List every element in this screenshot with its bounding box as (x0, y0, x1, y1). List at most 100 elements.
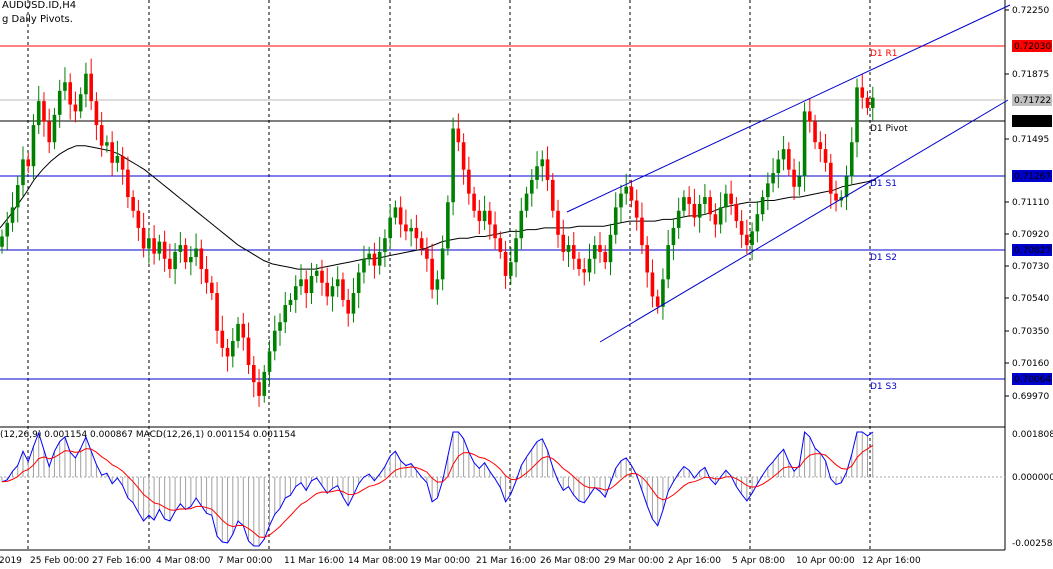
candle-body (0, 236, 4, 247)
candle-body (63, 82, 67, 91)
candle-body (708, 197, 712, 215)
candle-body (729, 193, 733, 204)
trend-channel (566, 4, 1011, 343)
time-tick-label: 29 Mar 00:00 (604, 556, 664, 566)
candle-body (152, 238, 156, 254)
candle-body (246, 337, 251, 366)
channel-lower-line (599, 99, 1009, 343)
candle-body (666, 245, 670, 280)
candle-body (425, 248, 429, 259)
candle-body (351, 293, 356, 314)
candle-body (21, 159, 25, 186)
candle-body (488, 210, 492, 225)
time-tick-label: 21 Mar 16:00 (476, 556, 536, 566)
candle-body (645, 245, 649, 273)
candle-body (147, 238, 151, 249)
level-label-s2: D1 S2 (870, 253, 897, 263)
candle-body (435, 279, 440, 290)
price-tick-label: 0.70730 (1012, 262, 1049, 272)
price-tick-label: 0.69970 (1012, 392, 1049, 402)
candle-body (661, 279, 665, 307)
candle-body (755, 214, 760, 232)
candle-body (414, 227, 419, 239)
current-price-box (1012, 94, 1052, 106)
candle-body (377, 251, 382, 266)
candle-body (844, 176, 849, 198)
candle-body (367, 253, 371, 259)
candle-body (131, 197, 135, 211)
candle-body (126, 169, 130, 198)
candle-body (550, 179, 555, 211)
time-tick-label: 14 Mar 08:00 (348, 556, 408, 566)
candle-body (15, 185, 20, 208)
candle-body (304, 279, 309, 294)
candle-body (477, 210, 482, 222)
candle-body (718, 207, 723, 225)
time-axis: 2019 25 Feb 00:00 27 Feb 16:00 4 Mar 08:00 7… (0, 556, 921, 566)
level-price-box (1012, 115, 1052, 127)
price-tick-label: 0.72250 (1012, 6, 1049, 16)
candle-body (855, 87, 859, 143)
candle-body (724, 193, 728, 208)
candle-body (566, 245, 571, 252)
candle-body (231, 341, 235, 357)
candle-body (278, 322, 282, 331)
candle-body (676, 210, 681, 228)
macd-tick-label: 0.000000 (1012, 473, 1053, 483)
time-tick-label: 7 Mar 00:00 (218, 556, 273, 566)
candle-body (577, 258, 581, 270)
candle-body (335, 279, 340, 287)
candle-body (692, 203, 697, 218)
candle-body (383, 238, 387, 252)
candle-body (31, 125, 36, 167)
candle-body (210, 282, 214, 294)
level-label-s3: D1 S3 (870, 382, 897, 392)
time-tick-label: 4 Mar 08:00 (156, 556, 211, 566)
pivot-levels: D1 R1 D1 Pivot D1 S1 D1 S2 D1 S3 (0, 45, 1005, 392)
candle-body (498, 238, 503, 252)
macd-label: (12,26,9) 0.001154 0.000867 MACD(12,26,1… (0, 430, 296, 440)
time-tick-label: 10 Apr 00:00 (796, 556, 855, 566)
level-price-box (1012, 373, 1052, 385)
candle-body (299, 279, 303, 287)
candle-body (136, 210, 141, 228)
price-tick-label: 0.70350 (1012, 327, 1049, 337)
price-tick-label: 0.71875 (1012, 70, 1049, 80)
candle-body (440, 248, 445, 280)
candle-body (571, 245, 576, 259)
candle-body (320, 270, 324, 283)
candle-body (760, 197, 765, 215)
candle-body (608, 234, 613, 263)
candle-body (467, 169, 471, 194)
candle-body (451, 128, 455, 203)
candle-body (5, 222, 10, 237)
level-price-box (1012, 40, 1052, 52)
candle-body (640, 217, 644, 246)
candle-body (697, 203, 702, 218)
candle-body (592, 245, 597, 259)
candle-body (818, 142, 823, 150)
candle-body (634, 200, 639, 218)
candle-body (120, 155, 125, 170)
candle-body (482, 210, 487, 222)
candle-body (57, 90, 62, 115)
candle-body (787, 149, 791, 170)
candle-body (461, 142, 466, 170)
candle-body (141, 227, 146, 249)
candle-body (52, 114, 57, 143)
candle-body (834, 193, 838, 201)
candles (0, 58, 875, 407)
candle-body (346, 299, 351, 314)
candle-body (157, 241, 162, 254)
level-label-s1: D1 S1 (870, 179, 897, 189)
candle-body (766, 183, 770, 198)
candle-body (68, 82, 72, 105)
candle-body (47, 121, 52, 143)
candle-body (26, 159, 31, 167)
candle-body (598, 245, 602, 252)
candle-body (356, 272, 361, 294)
candle-body (514, 238, 518, 263)
time-tick-label: 5 Apr 08:00 (732, 556, 785, 566)
candle-body (582, 269, 587, 273)
level-price-value: 0.71267 (1014, 172, 1051, 182)
